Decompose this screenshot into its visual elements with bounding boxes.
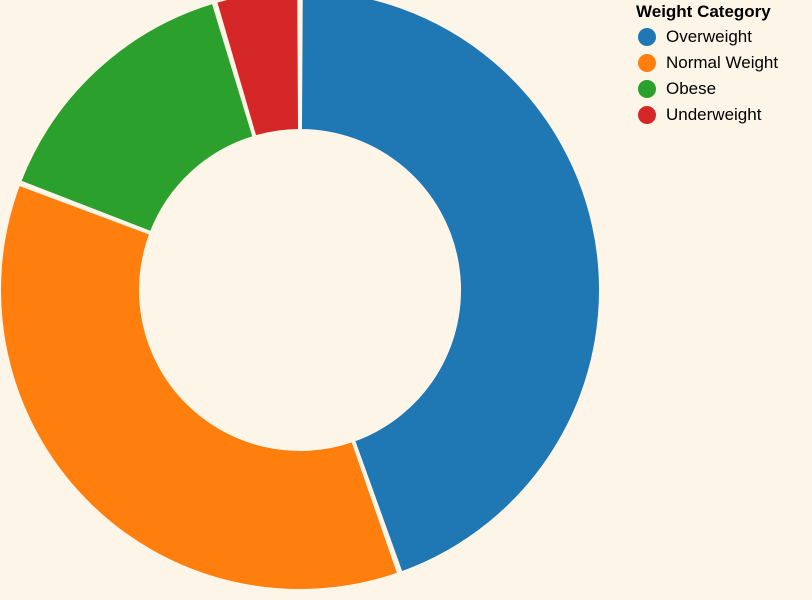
- legend-swatch: [638, 80, 656, 98]
- legend-item-overweight: Overweight: [638, 24, 812, 50]
- legend-swatch: [638, 106, 656, 124]
- legend-swatch: [638, 28, 656, 46]
- legend-label: Underweight: [666, 105, 762, 124]
- slice-overweight: [299, 0, 601, 574]
- slice-normal-weight: [0, 183, 400, 592]
- slice-obese: [19, 1, 255, 234]
- legend-title: Weight Category: [636, 2, 771, 21]
- legend-label: Normal Weight: [666, 53, 779, 72]
- legend-item-normal-weight: Normal Weight: [638, 50, 812, 76]
- legend: Weight Category Overweight Normal Weight O…: [636, 0, 812, 128]
- legend-item-underweight: Underweight: [638, 102, 812, 128]
- legend-label: Obese: [666, 79, 717, 98]
- legend-label: Overweight: [666, 27, 752, 46]
- legend-swatch: [638, 54, 656, 72]
- slice-underweight: [215, 0, 301, 138]
- legend-item-obese: Obese: [638, 76, 812, 102]
